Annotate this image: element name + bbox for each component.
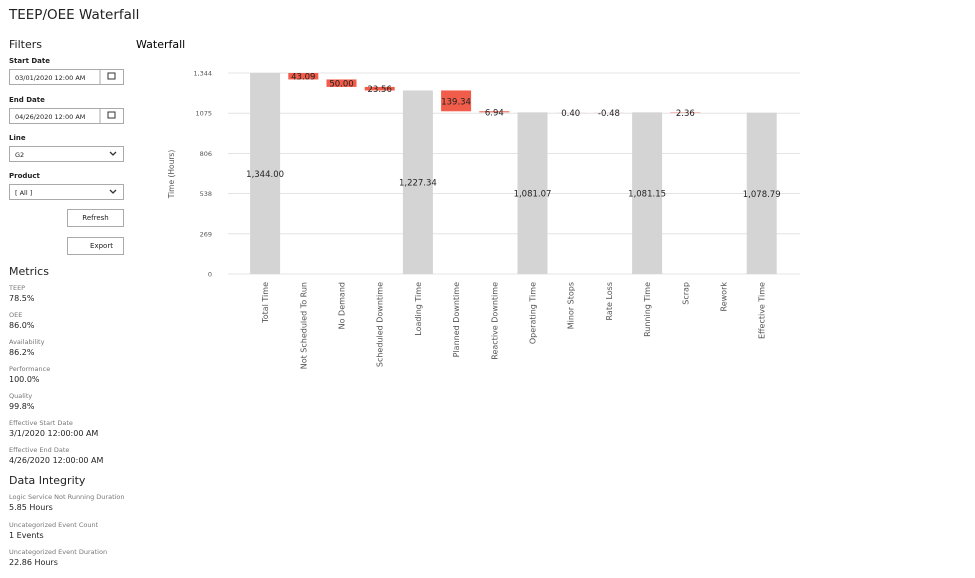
x-tick-label: Running Time (643, 282, 652, 337)
metric-value: 100.0% (9, 375, 40, 384)
label: Start Date (9, 57, 50, 65)
data-label: 2.36 (676, 109, 695, 119)
integrity-value: 5.85 Hours (9, 503, 53, 512)
data-label: 1,081.07 (514, 190, 552, 200)
y-tick-label: 806 (200, 150, 212, 158)
metric-label: Effective Start Date (9, 419, 73, 427)
x-tick-label: Planned Downtime (452, 282, 461, 357)
x-tick-label: Minor Stops (567, 282, 576, 329)
bar (402, 90, 433, 274)
data-integrity-title: Data Integrity (9, 474, 86, 487)
integrity-value: 22.86 Hours (9, 558, 58, 567)
data-label: 23.56 (368, 85, 392, 95)
metric-value: 3/1/2020 12:00:00 AM (9, 429, 99, 438)
input-icons (77, 69, 117, 250)
x-tick-label: Effective Time (758, 282, 767, 339)
data-label: 1,081.15 (628, 190, 666, 200)
metric-label: TEEP (9, 284, 26, 292)
label: Product (9, 172, 40, 180)
filters-title: Filters (9, 38, 42, 51)
y-tick-label: 538 (200, 190, 212, 198)
end-date-input[interactable]: 04/26/2020 12:00 AM (9, 108, 124, 124)
line-select[interactable]: G2 (9, 146, 124, 162)
x-tick-label: Scheduled Downtime (376, 282, 385, 367)
refresh-button[interactable]: Refresh (67, 209, 124, 227)
product-select[interactable]: [ All ] (9, 184, 124, 200)
data-label: 139.34 (441, 97, 471, 107)
data-label: 0.40 (561, 109, 580, 119)
bar (326, 79, 357, 87)
x-tick-label: Operating Time (529, 282, 538, 344)
data-label: 50.00 (329, 80, 353, 90)
page-title: TEEP/OEE Waterfall (9, 7, 140, 23)
start-date-input[interactable]: 03/01/2020 12:00 AM (9, 69, 124, 85)
bar (250, 73, 281, 274)
label: Line (9, 134, 26, 142)
metric-value: 99.8% (9, 402, 35, 411)
data-label: 1,344.00 (246, 170, 284, 180)
y-tick-label: 269 (200, 230, 212, 238)
metric-value: 86.2% (9, 348, 35, 357)
data-label: 43.09 (291, 73, 315, 83)
bar (288, 73, 319, 80)
chevron[interactable] (109, 151, 117, 156)
bar (441, 90, 472, 112)
x-tick-label: Rework (720, 282, 729, 312)
data-label: -0.48 (598, 109, 620, 119)
metric-label: Availability (9, 338, 45, 346)
label: End Date (9, 96, 45, 104)
calendar-icon[interactable] (107, 72, 116, 80)
data-label: 1,078.79 (743, 190, 781, 200)
y-axis-label: Time (Hours) (167, 150, 176, 200)
x-tick-label: Rate Loss (605, 282, 614, 320)
chevron[interactable] (109, 189, 117, 194)
metric-label: Quality (9, 392, 33, 400)
x-tick-label: Scrap (681, 282, 690, 305)
bar (632, 112, 663, 275)
y-tick-label: 1,344 (193, 70, 212, 78)
data-label: 1,227.34 (399, 179, 437, 189)
export-button[interactable]: Export (67, 237, 124, 255)
integrity-label: Uncategorized Event Duration (9, 548, 108, 556)
x-tick-label: Total Time (261, 282, 270, 324)
metric-label: Effective End Date (9, 446, 70, 454)
metrics-title: Metrics (9, 265, 49, 278)
calendar-icon[interactable] (107, 111, 116, 119)
metric-value: 78.5% (9, 294, 35, 303)
integrity-label: Uncategorized Event Count (9, 520, 99, 529)
y-tick-label: 1075 (195, 110, 212, 118)
metric-value: 86.0% (9, 321, 35, 330)
x-tick-label: No Demand (338, 282, 347, 329)
metric-label: Performance (9, 365, 51, 373)
integrity-label: Logic Service Not Running Duration (9, 493, 125, 501)
bar (746, 112, 777, 274)
x-tick-label: Loading Time (414, 282, 423, 336)
bar (364, 86, 395, 91)
x-tick-label: Not Scheduled To Run (299, 282, 308, 369)
metric-value: 4/26/2020 12:00:00 AM (9, 456, 104, 465)
x-tick-label: Reactive Downtime (490, 282, 499, 360)
integrity-value: 1 Events (9, 530, 44, 540)
chart-title: Waterfall (136, 38, 185, 51)
bar (479, 111, 510, 113)
y-tick-label: 0 (208, 271, 212, 279)
data-label: 6.94 (485, 108, 504, 118)
bar (517, 112, 548, 275)
metric-label: OEE (9, 311, 23, 319)
